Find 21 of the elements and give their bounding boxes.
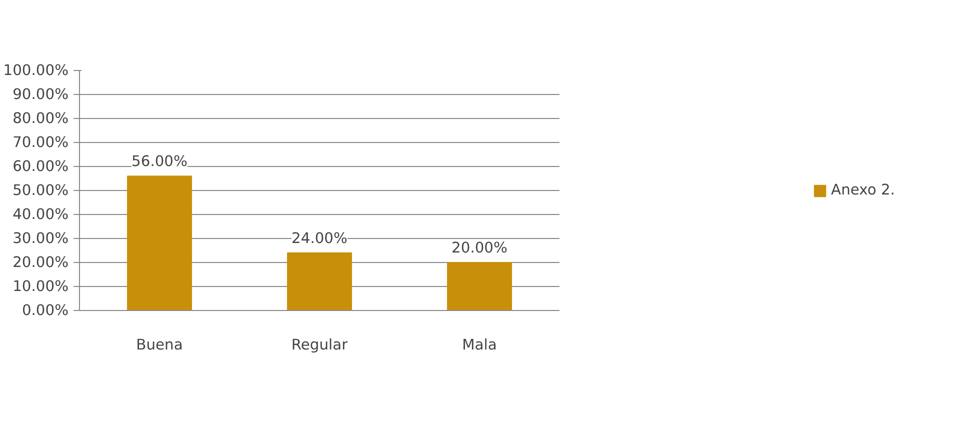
x-tick-label: Buena (136, 336, 183, 354)
data-label: 20.00% (452, 240, 508, 256)
data-label: 24.00% (292, 230, 348, 247)
y-tick-label: 90.00% (12, 86, 69, 103)
x-tick-label: Mala (462, 336, 497, 354)
data-label: 56.00% (132, 153, 188, 170)
bar (127, 176, 192, 310)
y-tick-label: 10.00% (12, 278, 69, 295)
y-tick-label: 80.00% (12, 110, 69, 127)
bar (447, 262, 512, 310)
y-tick-label: 50.00% (12, 182, 69, 199)
y-tick-label: 40.00% (12, 206, 69, 223)
y-tick-label: 30.00% (12, 230, 69, 247)
y-tick-label: 100.00% (3, 62, 69, 79)
legend-label: Anexo 2. (831, 182, 895, 198)
y-tick-label: 0.00% (22, 302, 69, 319)
y-tick-label: 20.00% (12, 254, 69, 271)
x-tick-label: Regular (291, 336, 349, 354)
y-tick-label: 70.00% (12, 134, 69, 151)
bar (287, 252, 352, 310)
y-tick-label: 60.00% (12, 158, 69, 175)
